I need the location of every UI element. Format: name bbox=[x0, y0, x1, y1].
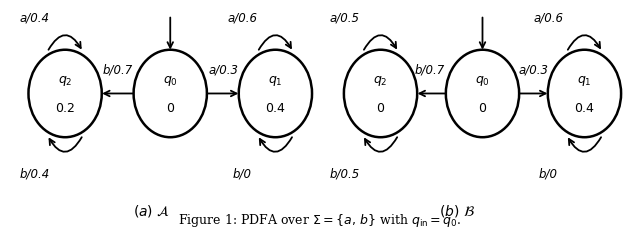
Text: $(a)\ \mathcal{A}$: $(a)\ \mathcal{A}$ bbox=[132, 203, 170, 219]
Ellipse shape bbox=[239, 50, 312, 137]
Text: $q_{2}$: $q_{2}$ bbox=[373, 74, 388, 88]
Text: b/0.7: b/0.7 bbox=[103, 64, 133, 77]
Text: $q_{1}$: $q_{1}$ bbox=[577, 74, 592, 88]
Text: b/0.4: b/0.4 bbox=[19, 168, 50, 181]
Text: a/0.6: a/0.6 bbox=[533, 11, 563, 24]
Text: $q_{0}$: $q_{0}$ bbox=[163, 74, 178, 88]
Text: a/0.5: a/0.5 bbox=[329, 11, 359, 24]
Text: $q_{2}$: $q_{2}$ bbox=[58, 74, 72, 88]
Text: Figure 1: PDFA over $\Sigma = \{a,\,b\}$ with $q_{\mathrm{in}} = q_0$.: Figure 1: PDFA over $\Sigma = \{a,\,b\}$… bbox=[179, 212, 461, 229]
Text: $q_{1}$: $q_{1}$ bbox=[268, 74, 283, 88]
Ellipse shape bbox=[548, 50, 621, 137]
Text: 0.2: 0.2 bbox=[55, 102, 75, 115]
Ellipse shape bbox=[344, 50, 417, 137]
Text: $q_{0}$: $q_{0}$ bbox=[475, 74, 490, 88]
Text: b/0: b/0 bbox=[233, 168, 252, 181]
Text: a/0.3: a/0.3 bbox=[518, 64, 548, 77]
Text: 0.4: 0.4 bbox=[266, 102, 285, 115]
Text: 0.4: 0.4 bbox=[575, 102, 595, 115]
Text: b/0: b/0 bbox=[539, 168, 557, 181]
Text: 0: 0 bbox=[166, 102, 174, 115]
Ellipse shape bbox=[134, 50, 207, 137]
Text: $(b)\ \mathcal{B}$: $(b)\ \mathcal{B}$ bbox=[439, 203, 475, 219]
Text: a/0.6: a/0.6 bbox=[227, 11, 257, 24]
Text: 0: 0 bbox=[479, 102, 486, 115]
Text: 0: 0 bbox=[376, 102, 385, 115]
Text: b/0.5: b/0.5 bbox=[329, 168, 359, 181]
Text: a/0.4: a/0.4 bbox=[20, 11, 49, 24]
Ellipse shape bbox=[446, 50, 519, 137]
Text: a/0.3: a/0.3 bbox=[208, 64, 238, 77]
Ellipse shape bbox=[28, 50, 102, 137]
Text: b/0.7: b/0.7 bbox=[415, 64, 445, 77]
